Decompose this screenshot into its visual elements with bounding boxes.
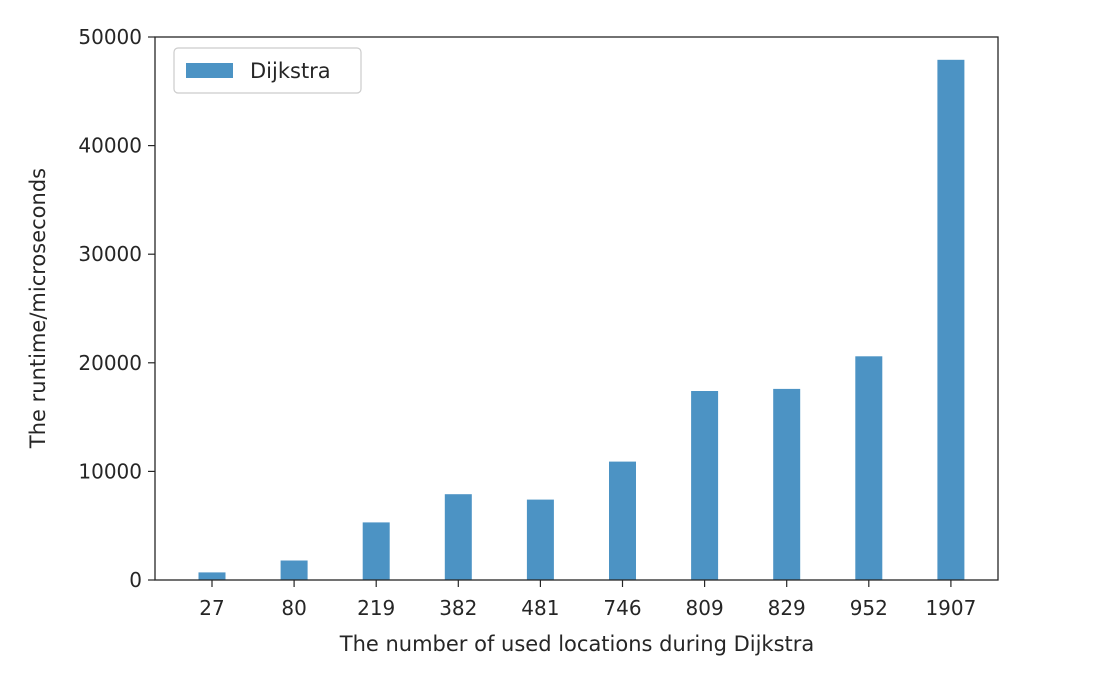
y-tick-label: 0 bbox=[129, 568, 142, 592]
legend-frame bbox=[173, 47, 362, 94]
bar bbox=[937, 59, 965, 581]
bar bbox=[609, 461, 636, 580]
x-tick-label: 829 bbox=[768, 596, 806, 620]
y-axis-label: The runtime/microseconds bbox=[26, 168, 50, 449]
y-tick-label: 30000 bbox=[78, 242, 142, 266]
bar bbox=[855, 356, 883, 580]
y-tick-label: 40000 bbox=[78, 134, 142, 158]
y-tick-label: 20000 bbox=[78, 351, 142, 375]
bar bbox=[444, 494, 472, 580]
legend-swatch bbox=[186, 63, 233, 78]
x-axis-ticks: 27 80 219 382 481 746 809 829 952 1907 bbox=[199, 580, 976, 620]
x-tick-label: 219 bbox=[357, 596, 395, 620]
y-tick-label: 50000 bbox=[78, 25, 142, 49]
x-tick-label: 27 bbox=[199, 596, 224, 620]
x-tick-label: 481 bbox=[521, 596, 559, 620]
x-axis-label: The number of used locations during Dijk… bbox=[339, 632, 815, 656]
x-tick-label: 746 bbox=[603, 596, 641, 620]
y-tick-label: 10000 bbox=[78, 459, 142, 483]
x-tick-label: 952 bbox=[850, 596, 888, 620]
x-tick-label: 80 bbox=[281, 596, 306, 620]
bar bbox=[691, 391, 719, 580]
x-tick-label: 1907 bbox=[925, 596, 976, 620]
legend: Dijkstra bbox=[173, 47, 362, 94]
x-tick-label: 809 bbox=[686, 596, 724, 620]
bar bbox=[362, 522, 390, 580]
bar bbox=[773, 388, 801, 580]
bar bbox=[198, 572, 226, 580]
bar bbox=[526, 499, 554, 580]
plot-frame bbox=[154, 36, 999, 581]
legend-label: Dijkstra bbox=[250, 59, 331, 83]
y-axis-ticks: 0 10000 20000 30000 40000 50000 bbox=[78, 25, 155, 592]
x-tick-label: 382 bbox=[439, 596, 477, 620]
bars-layer bbox=[198, 59, 965, 581]
bar bbox=[280, 560, 308, 580]
